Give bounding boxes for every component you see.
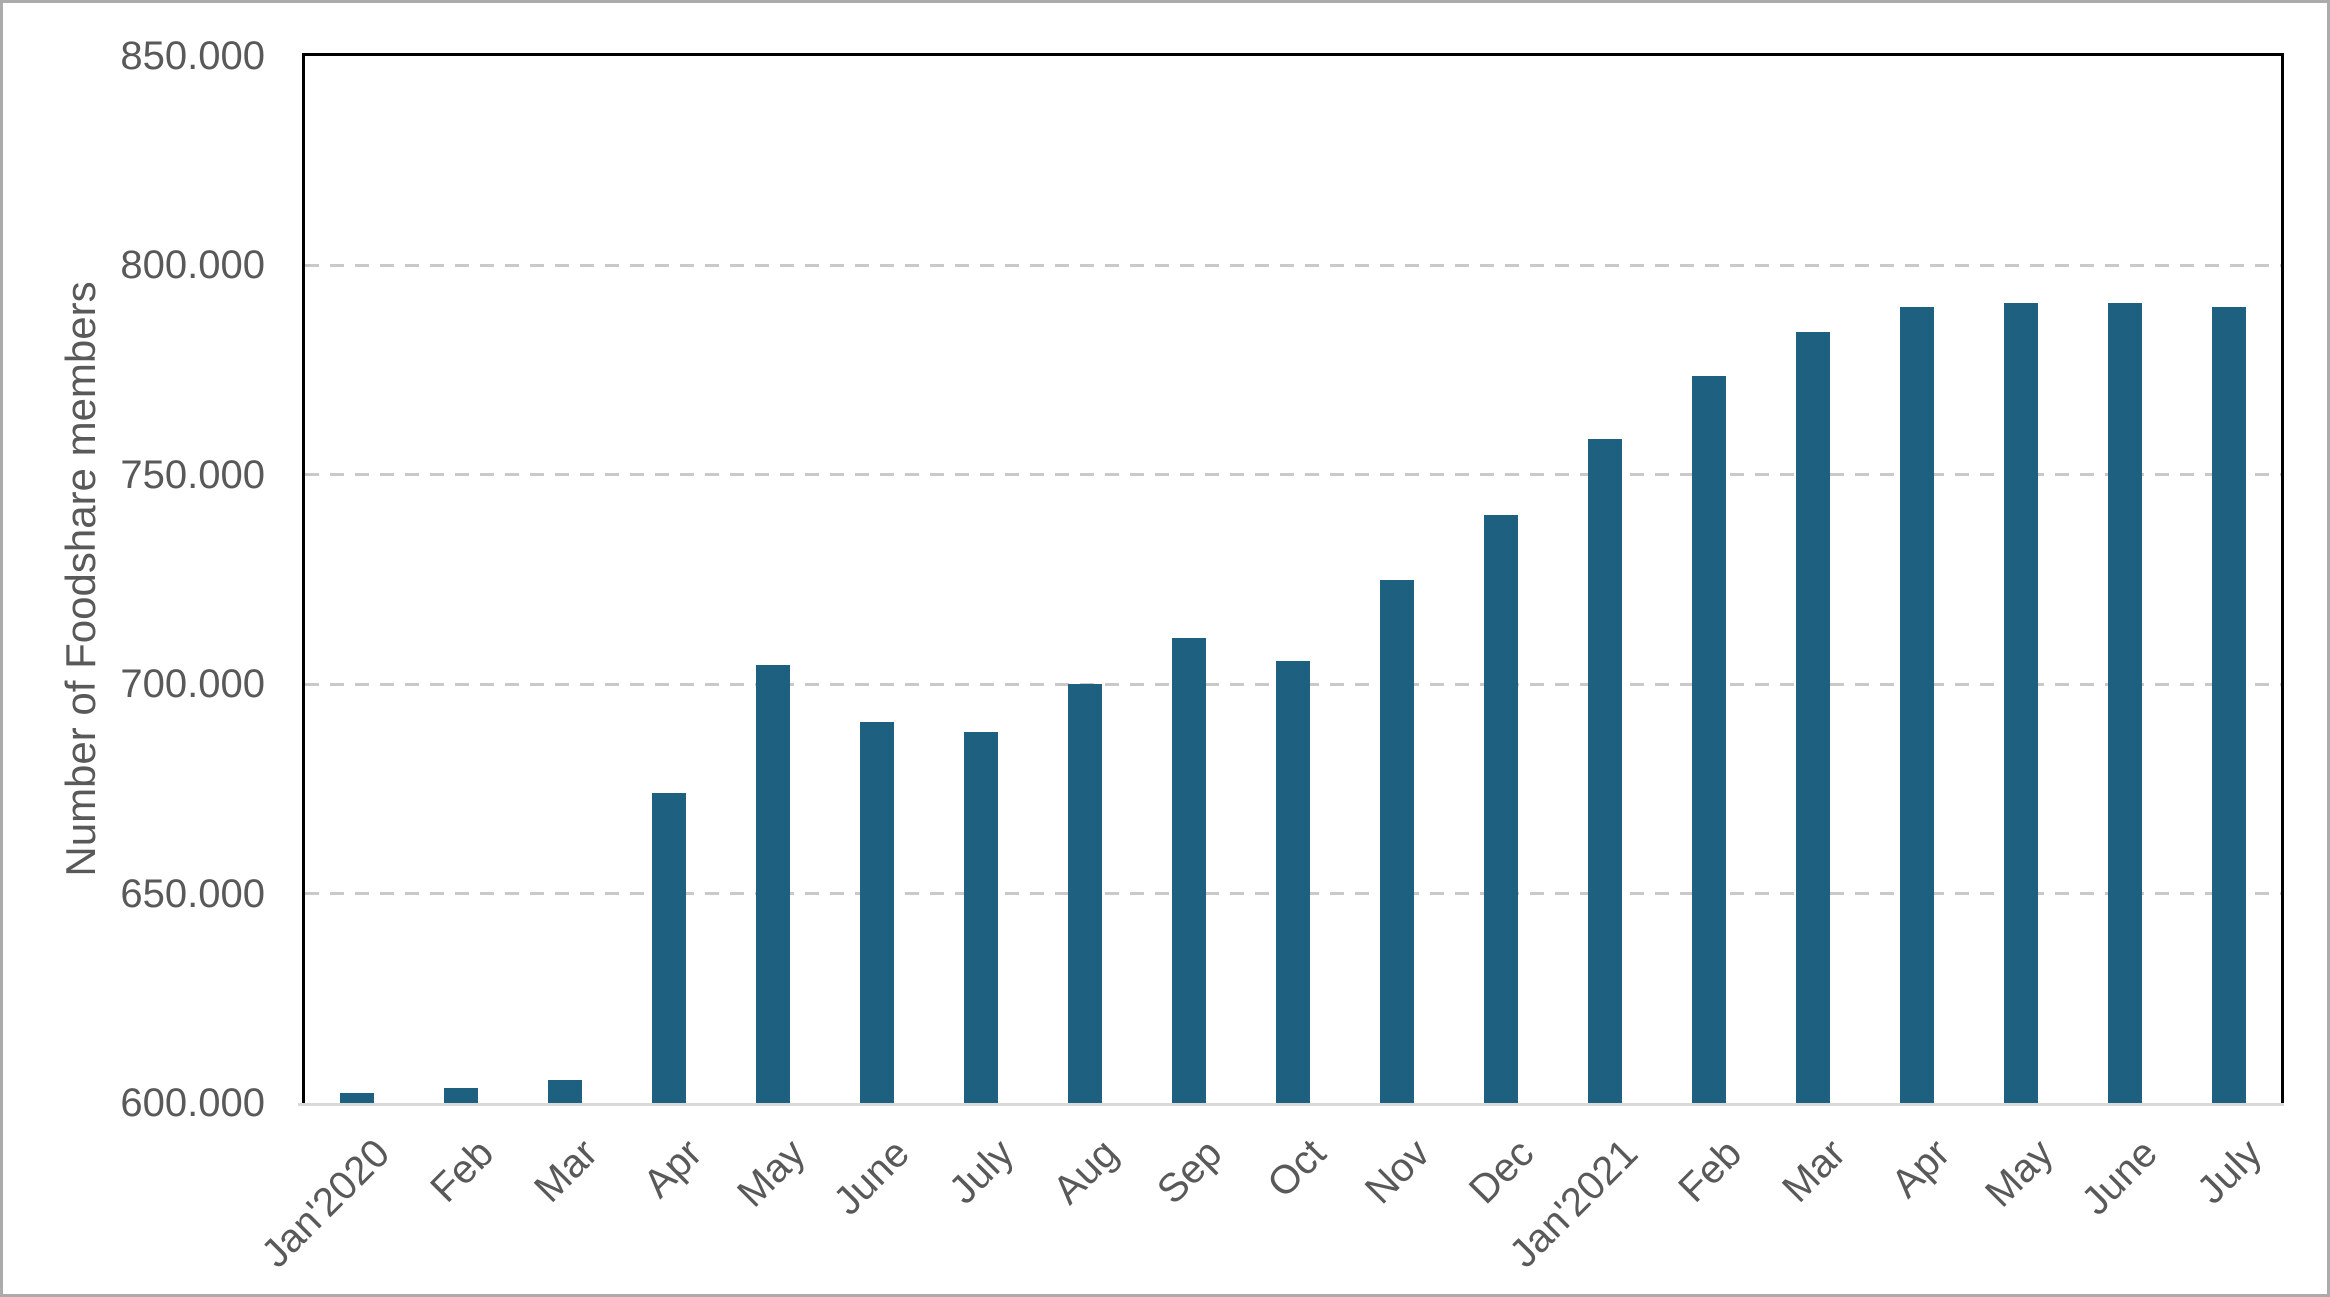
x-axis-line	[298, 1103, 2284, 1106]
x-tick-label: Aug	[1044, 1131, 1127, 1213]
bar-0-jan2020	[340, 1092, 374, 1103]
x-tick-label: May	[1977, 1131, 2063, 1216]
x-tick-label: Mar	[526, 1131, 607, 1211]
y-axis-title: Number of Foodshare members	[57, 281, 104, 877]
gridline-750000	[305, 473, 2281, 477]
gridline-800000	[305, 263, 2281, 267]
x-tick-label: Feb	[422, 1131, 503, 1211]
y-tick-label: 850.000	[120, 34, 265, 78]
bar-13-feb	[1692, 376, 1726, 1103]
y-tick-label: 650.000	[120, 871, 265, 916]
bar-2-mar	[548, 1079, 582, 1103]
bar-16-may	[2004, 303, 2038, 1103]
bar-17-june	[2108, 303, 2142, 1103]
plot-border-left	[302, 53, 305, 1103]
x-tick-label: Dec	[1460, 1131, 1543, 1213]
bar-7-aug	[1068, 684, 1102, 1103]
bar-8-sep	[1172, 638, 1206, 1103]
x-tick-label: Jan'2020	[253, 1131, 399, 1277]
bar-12-jan2021	[1588, 439, 1622, 1103]
x-tick-label: Apr	[634, 1131, 711, 1207]
x-tick-label: Oct	[1258, 1131, 1335, 1207]
y-tick-label: 800.000	[120, 243, 265, 288]
bar-11-dec	[1484, 514, 1518, 1103]
plot-border-right	[2281, 53, 2284, 1103]
bar-9-oct	[1276, 661, 1310, 1103]
bar-5-june	[860, 721, 894, 1103]
bar-1-feb	[444, 1088, 478, 1103]
x-tick-label: Mar	[1774, 1131, 1855, 1211]
bar-4-may	[756, 665, 790, 1103]
x-tick-label: Nov	[1356, 1131, 1439, 1213]
x-tick-label: June	[2073, 1131, 2167, 1224]
y-tick-label: 750.000	[120, 452, 265, 497]
bar-15-apr	[1900, 307, 1934, 1103]
bar-3-apr	[652, 793, 686, 1103]
bar-6-july	[964, 732, 998, 1103]
y-tick-label: 700.000	[120, 662, 265, 707]
x-tick-label: June	[825, 1131, 919, 1224]
x-tick-label: July	[940, 1131, 1023, 1213]
bar-10-nov	[1380, 579, 1414, 1103]
x-tick-label: Feb	[1670, 1131, 1751, 1211]
bar-18-july	[2212, 307, 2246, 1103]
plot-border-top	[302, 53, 2284, 56]
x-tick-label: July	[2188, 1131, 2271, 1213]
bar-14-mar	[1796, 332, 1830, 1103]
x-tick-label: Apr	[1882, 1131, 1959, 1207]
plot-area	[298, 53, 2284, 1106]
x-tick-label: May	[729, 1131, 815, 1216]
x-tick-label: Sep	[1148, 1131, 1231, 1213]
y-tick-label: 600.000	[120, 1081, 265, 1125]
